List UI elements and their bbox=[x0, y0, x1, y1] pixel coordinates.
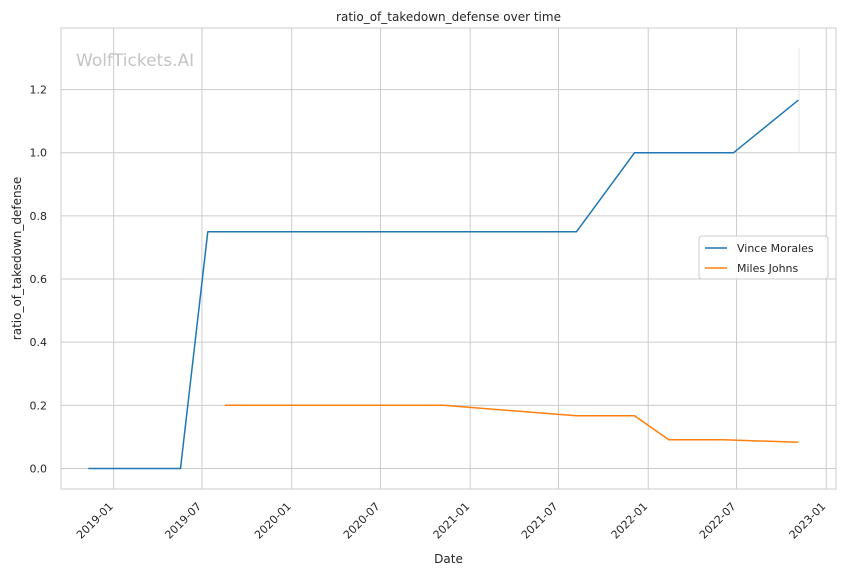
x-tick-label: 2019-01 bbox=[74, 500, 116, 542]
watermark: WolfTickets.AI bbox=[76, 51, 194, 71]
y-tick-label: 0.8 bbox=[30, 210, 48, 223]
y-axis-label: ratio_of_takedown_defense bbox=[10, 177, 24, 340]
y-tick-label: 0.6 bbox=[30, 273, 48, 286]
y-tick-label: 0.0 bbox=[30, 462, 48, 475]
y-tick-label: 1.2 bbox=[30, 84, 48, 97]
x-tick-label: 2022-07 bbox=[697, 500, 739, 542]
y-tick-label: 0.2 bbox=[30, 399, 48, 412]
plot-frame bbox=[60, 27, 837, 490]
x-tick-label: 2022-01 bbox=[609, 500, 651, 542]
x-tick-label: 2020-01 bbox=[252, 500, 294, 542]
x-tick-label: 2019-07 bbox=[162, 500, 204, 542]
legend-label: Miles Johns bbox=[737, 262, 799, 275]
x-tick-label: 2023-01 bbox=[787, 500, 829, 542]
x-tick-label: 2021-01 bbox=[431, 500, 473, 542]
series-layer bbox=[88, 99, 799, 470]
y-tick-label: 1.0 bbox=[30, 147, 48, 160]
legend-box bbox=[698, 235, 829, 280]
x-axis-label: Date bbox=[434, 552, 463, 566]
legend-label: Vince Morales bbox=[737, 242, 814, 255]
series-line bbox=[224, 404, 799, 443]
series-line bbox=[88, 99, 799, 470]
legend: Vince Morales Miles Johns bbox=[698, 235, 829, 280]
y-tick-label: 0.4 bbox=[30, 336, 48, 349]
x-tick-label: 2020-07 bbox=[341, 500, 383, 542]
x-tick-label: 2021-07 bbox=[519, 500, 561, 542]
chart-title: ratio_of_takedown_defense over time bbox=[336, 10, 561, 24]
